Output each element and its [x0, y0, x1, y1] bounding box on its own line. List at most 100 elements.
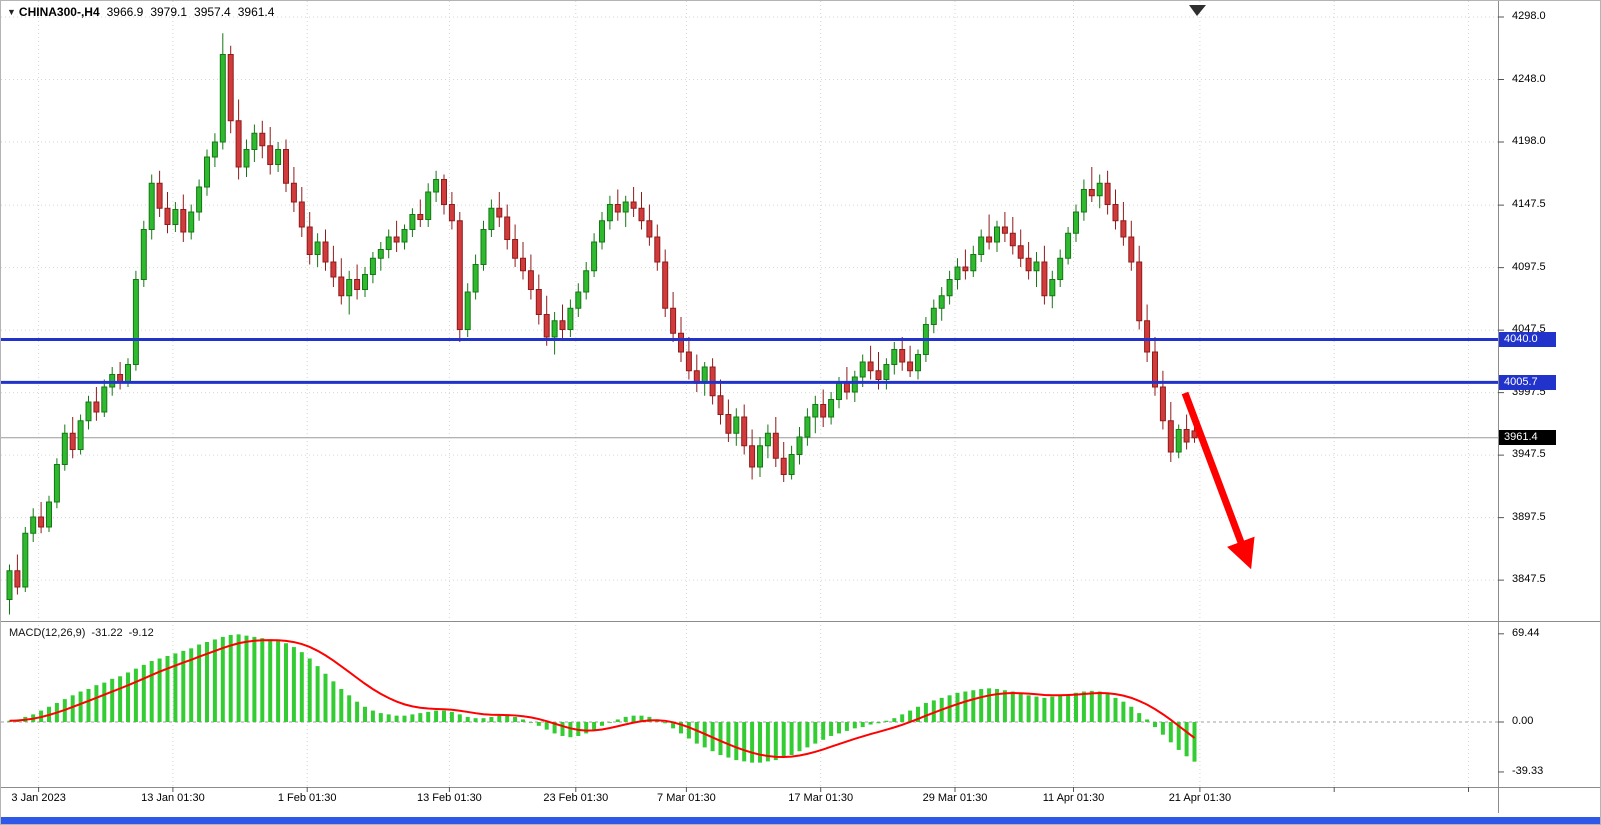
time-axis-label: 23 Feb 01:30	[543, 792, 609, 804]
candle-body	[946, 279, 953, 297]
candle-body	[749, 445, 756, 468]
candle-body	[599, 220, 605, 243]
candle-body	[1065, 232, 1072, 259]
macd-bar	[252, 636, 257, 722]
macd-bar	[197, 644, 202, 722]
macd-bar	[584, 722, 589, 734]
macd-bar	[1058, 695, 1063, 722]
macd-bar	[1121, 701, 1126, 722]
macd-bar	[852, 722, 857, 729]
collapse-arrow-icon[interactable]: ▼	[7, 7, 16, 17]
macd-bar	[1160, 722, 1165, 735]
macd-bar	[726, 722, 731, 758]
candle-body	[456, 220, 463, 330]
macd-bar	[971, 690, 976, 722]
candle-body	[638, 207, 645, 222]
candle-body	[812, 404, 819, 418]
time-axis-label: 17 Mar 01:30	[788, 792, 854, 804]
candle-body	[1136, 261, 1143, 322]
quote-high: 3979.1	[150, 5, 188, 19]
candle-body	[1073, 211, 1079, 234]
time-axis-label: 7 Mar 01:30	[657, 792, 716, 804]
macd-indicator-label: MACD(12,26,9) -31.22 -9.12	[9, 627, 154, 639]
candle-body	[670, 307, 677, 334]
candle-body	[733, 416, 740, 434]
candle-body	[298, 201, 305, 228]
macd-bar	[173, 653, 178, 722]
macd-bar	[663, 722, 668, 724]
macd-bar	[789, 722, 794, 756]
candle-body	[251, 132, 258, 150]
candle-body	[6, 570, 13, 600]
candle-body	[196, 186, 203, 213]
candlestick-series	[6, 33, 1198, 615]
macd-main-value: -31.22	[91, 627, 123, 639]
price-axis-label: 4147.5	[1512, 198, 1546, 211]
macd-bar	[473, 718, 478, 722]
candle-body	[1104, 182, 1111, 205]
macd-bar	[497, 715, 502, 722]
candle-body	[796, 436, 803, 455]
candle-body	[520, 257, 526, 272]
candle-body	[101, 386, 108, 413]
candle-body	[77, 420, 84, 450]
macd-bar	[402, 715, 407, 722]
candle-body	[1033, 261, 1040, 272]
macd-bar	[126, 672, 130, 722]
macd-signal-line	[9, 639, 1196, 758]
candle-body	[938, 295, 945, 309]
candle-body	[1001, 226, 1008, 234]
macd-bar	[291, 647, 296, 722]
macd-bar	[750, 722, 755, 763]
macd-bar	[916, 706, 920, 722]
trend-arrow[interactable]	[1181, 391, 1255, 570]
macd-bar	[457, 714, 462, 722]
candle-body	[891, 349, 898, 365]
candle-body	[267, 145, 274, 165]
candle-body	[741, 416, 748, 447]
macd-bar	[505, 715, 510, 722]
macd-bar	[1018, 694, 1023, 722]
candle-body	[362, 274, 368, 290]
time-axis-label: 3 Jan 2023	[11, 792, 66, 804]
macd-bar	[931, 700, 936, 722]
macd-bar	[908, 710, 913, 722]
candle-body	[543, 314, 550, 338]
level-tag-1: 4005.7	[1499, 374, 1556, 390]
macd-bar	[1089, 690, 1094, 722]
macd-bar	[1042, 697, 1047, 722]
macd-bar	[220, 636, 225, 722]
candle-body	[1096, 182, 1103, 197]
candle-body	[780, 457, 787, 475]
macd-bar	[465, 716, 470, 722]
macd-bar	[118, 676, 123, 722]
candle-body	[1128, 236, 1135, 263]
macd-bar	[773, 722, 778, 761]
macd-bar	[165, 655, 170, 722]
chart-shift-marker-icon[interactable]	[1189, 5, 1206, 16]
macd-bar	[947, 695, 952, 722]
candle-body	[188, 211, 195, 233]
macd-bar	[734, 722, 739, 761]
macd-bar	[1105, 694, 1110, 722]
macd-bar	[1097, 691, 1102, 722]
macd-bar	[94, 685, 99, 722]
macd-bar	[102, 682, 107, 722]
macd-bar	[449, 711, 454, 722]
candle-body	[591, 241, 598, 272]
macd-bar	[995, 688, 999, 722]
macd-bar	[1026, 695, 1031, 722]
candle-body	[132, 279, 139, 365]
macd-bar	[149, 661, 154, 722]
macd-bar	[386, 714, 391, 722]
candle-body	[1120, 220, 1127, 238]
macd-bar	[1137, 713, 1142, 722]
candle-body	[907, 361, 914, 372]
macd-bar	[157, 658, 162, 722]
candle-body	[219, 54, 226, 143]
quote-close: 3961.4	[237, 5, 275, 19]
candle-body	[369, 257, 376, 275]
